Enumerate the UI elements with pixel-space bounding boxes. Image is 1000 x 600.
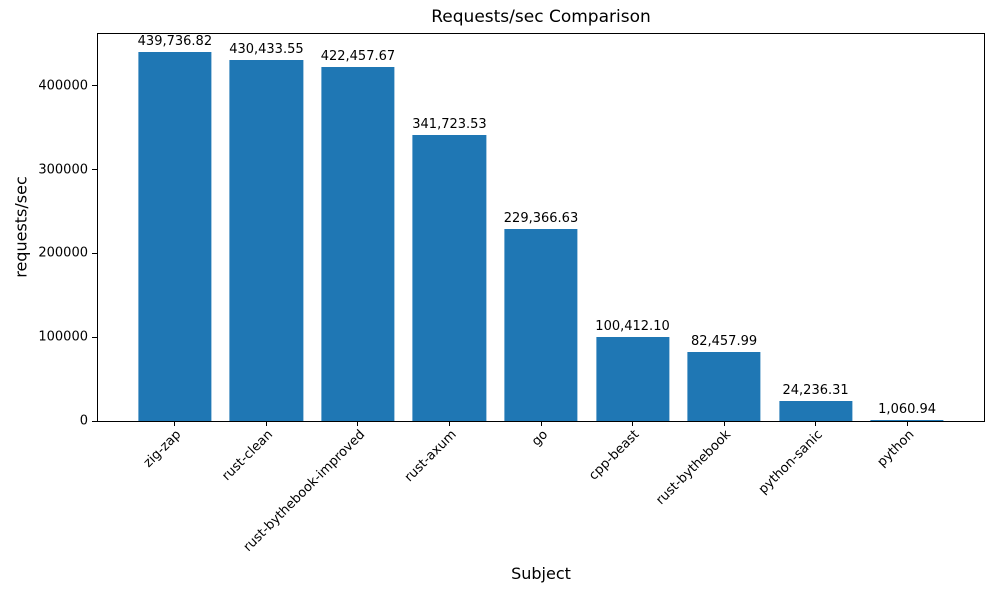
x-tick-mark (265, 421, 267, 426)
x-tick-label: python-sanic (755, 427, 826, 498)
y-tick-mark (92, 169, 97, 171)
x-tick-label: go (528, 427, 551, 450)
y-tick-label: 400000 (38, 78, 88, 94)
y-tick-label: 100000 (38, 329, 88, 345)
bar (504, 228, 578, 421)
x-tick-label: rust-axum (401, 427, 460, 486)
y-tick-label: 0 (79, 413, 88, 429)
bar-value-label: 229,366.63 (503, 210, 579, 226)
y-tick-mark (92, 420, 97, 422)
bar-value-label: 439,736.82 (137, 34, 213, 50)
bar-value-label: 430,433.55 (229, 42, 304, 58)
y-tick-label: 300000 (38, 162, 88, 178)
bar (138, 52, 212, 421)
bar-value-label: 1,060.94 (878, 402, 937, 418)
x-tick-mark (540, 421, 542, 426)
bar (778, 400, 853, 421)
x-tick-label: rust-clean (219, 427, 277, 484)
bar (595, 336, 670, 421)
x-tick-mark (357, 421, 359, 426)
x-tick-mark (448, 421, 450, 426)
bar-value-label: 24,236.31 (782, 382, 849, 398)
bar (870, 420, 944, 421)
plot-area: 0 100000 200000 300000 400000 439,736.82 zig-z… (38, 33, 985, 555)
bar (687, 351, 761, 421)
x-tick-label: zig-zap (141, 427, 185, 471)
x-tick-label: python (874, 427, 918, 471)
x-tick-label: rust-bythebook (653, 427, 734, 508)
y-tick-mark (92, 85, 97, 87)
x-tick-mark (723, 421, 725, 426)
y-tick-mark (92, 252, 97, 254)
bar (321, 66, 395, 421)
y-tick-mark (92, 336, 97, 338)
x-tick-mark (174, 421, 176, 426)
chart-title: Requests/sec Comparison (431, 7, 651, 27)
bar-value-label: 100,412.10 (595, 318, 670, 334)
y-tick-label: 200000 (38, 245, 88, 261)
x-tick-mark (815, 421, 817, 426)
bar-value-label: 82,457.99 (690, 333, 758, 349)
x-axis-label: Subject (511, 564, 571, 583)
x-tick-mark (906, 421, 908, 426)
bar-value-label: 422,457.67 (320, 48, 396, 64)
x-tick-mark (632, 421, 634, 426)
x-tick-label: cpp-beast (586, 427, 643, 484)
y-axis-label: requests/sec (11, 176, 31, 278)
bar-value-label: 341,723.53 (412, 116, 487, 132)
bar (229, 60, 304, 421)
bar (412, 134, 487, 421)
